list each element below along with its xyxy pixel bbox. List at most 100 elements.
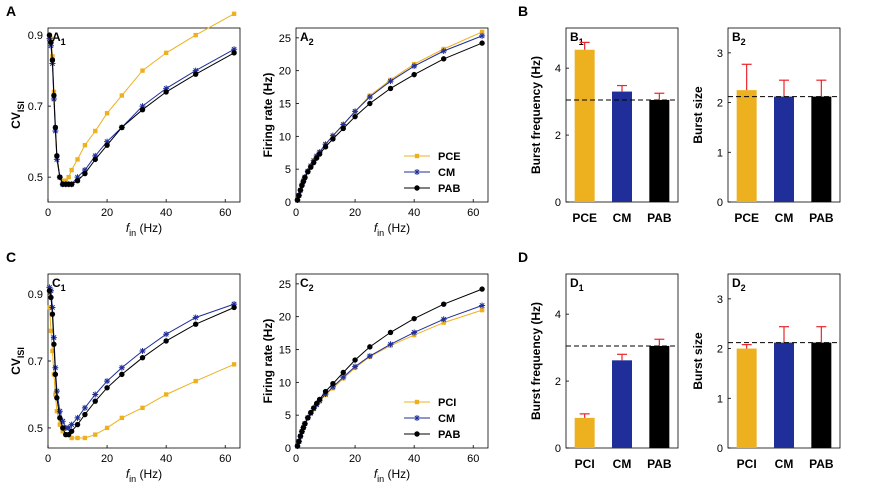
data-point: [51, 92, 57, 99]
x-axis-label: fin (Hz): [374, 467, 410, 484]
data-point: [46, 284, 53, 291]
data-point: [74, 177, 81, 184]
data-point: [308, 409, 314, 416]
y-tick-label: 25: [279, 33, 291, 45]
y-tick-label: 4: [555, 309, 561, 321]
data-point: [81, 404, 88, 411]
chart-a2: A2 Firing rate (Hz) 0 5 10 15 20 25 0 20 40 60 fin (…: [261, 27, 489, 238]
panel-label-a: A: [6, 3, 16, 19]
data-point: [119, 371, 125, 378]
panel-label-d: D: [518, 249, 528, 265]
error-bar: [816, 79, 827, 97]
data-point: [440, 316, 447, 323]
panel-label-c: C: [6, 249, 16, 265]
bar-pce: [574, 49, 595, 202]
y-tick-label: 10: [279, 377, 291, 389]
data-point: [104, 138, 111, 145]
data-point: [52, 124, 59, 131]
data-point: [48, 294, 54, 301]
data-point: [92, 156, 98, 163]
y-tick-label: 3: [717, 48, 723, 60]
series-cm: [294, 302, 486, 450]
data-point: [322, 388, 329, 395]
data-point: [49, 57, 56, 63]
data-point: [302, 175, 308, 181]
y-tick-label: 15: [279, 99, 291, 111]
data-point: [329, 383, 336, 390]
data-point: [231, 362, 237, 367]
data-point: [479, 29, 485, 35]
legend-marker: [414, 415, 420, 421]
data-point: [367, 100, 373, 107]
data-point: [316, 396, 323, 403]
data-point: [340, 125, 346, 132]
data-point: [50, 348, 55, 354]
category-label: PCI: [737, 457, 757, 471]
error-bar: [741, 63, 752, 91]
data-point: [56, 408, 63, 415]
data-point: [479, 302, 486, 309]
data-point: [52, 371, 59, 378]
x-tick-label: 20: [349, 453, 361, 465]
x-tick-label: 40: [408, 207, 420, 219]
data-point: [387, 341, 394, 348]
y-tick-label: 2: [555, 130, 561, 142]
data-point: [193, 378, 198, 384]
data-point: [92, 398, 98, 404]
data-point: [340, 121, 347, 128]
data-point: [352, 363, 359, 370]
series-line: [49, 13, 235, 182]
data-point: [313, 400, 320, 407]
data-point: [340, 369, 346, 376]
data-point: [192, 71, 199, 77]
legend-marker: [414, 399, 420, 405]
chart-b1: B1 Burst frequency (Hz) 0 2 4 PCE CM PAB: [529, 27, 679, 225]
legend-marker: [414, 169, 420, 175]
data-point: [46, 35, 53, 42]
data-point: [82, 170, 88, 177]
data-point: [352, 113, 358, 120]
panel-title: B1: [570, 30, 584, 47]
category-label: PAB: [647, 211, 672, 225]
data-point: [140, 68, 145, 73]
data-point: [49, 311, 56, 317]
data-point: [313, 155, 320, 161]
data-point: [322, 144, 329, 150]
y-tick-label: 0.5: [28, 172, 43, 184]
data-point: [231, 46, 238, 53]
data-point: [74, 414, 81, 421]
bar-cm: [612, 360, 632, 448]
legend-label: PCI: [438, 397, 456, 409]
data-point: [104, 142, 110, 148]
data-point: [311, 405, 317, 411]
data-point: [231, 301, 238, 308]
series-pab: [46, 288, 237, 438]
data-point: [139, 106, 146, 113]
data-point: [65, 424, 72, 431]
x-tick-label: 0: [45, 207, 51, 219]
chart-c1: C1 CVISI 0.5 0.7 0.9 0 20 40 60 fin (Hz): [9, 273, 241, 484]
chart-c2: C2 Firing rate (Hz) 0 5 10 15 20 25 0 20 40 60 fin (…: [261, 273, 489, 484]
data-point: [48, 39, 54, 45]
error-bar: [779, 79, 789, 97]
y-tick-label: 2: [717, 344, 723, 356]
data-point: [192, 321, 199, 327]
data-point: [316, 151, 323, 157]
data-point: [51, 341, 57, 347]
data-point: [305, 169, 311, 175]
y-tick-label: 0.9: [28, 30, 43, 42]
y-tick-label: 0.9: [28, 289, 43, 301]
chart-d1: D1 Burst frequency (Hz) 0 2 4 PCI CM PAB: [529, 273, 679, 471]
series-pab: [294, 286, 485, 449]
data-point: [440, 301, 447, 307]
data-point: [308, 164, 314, 170]
legend-marker: [414, 185, 420, 191]
series-pab: [294, 40, 485, 203]
data-point: [163, 89, 169, 95]
data-point: [352, 108, 359, 115]
category-label: PAB: [647, 457, 672, 471]
y-tick-label: 0: [555, 197, 561, 209]
y-tick-label: 2: [555, 376, 561, 388]
x-axis-label: fin (Hz): [374, 221, 410, 238]
